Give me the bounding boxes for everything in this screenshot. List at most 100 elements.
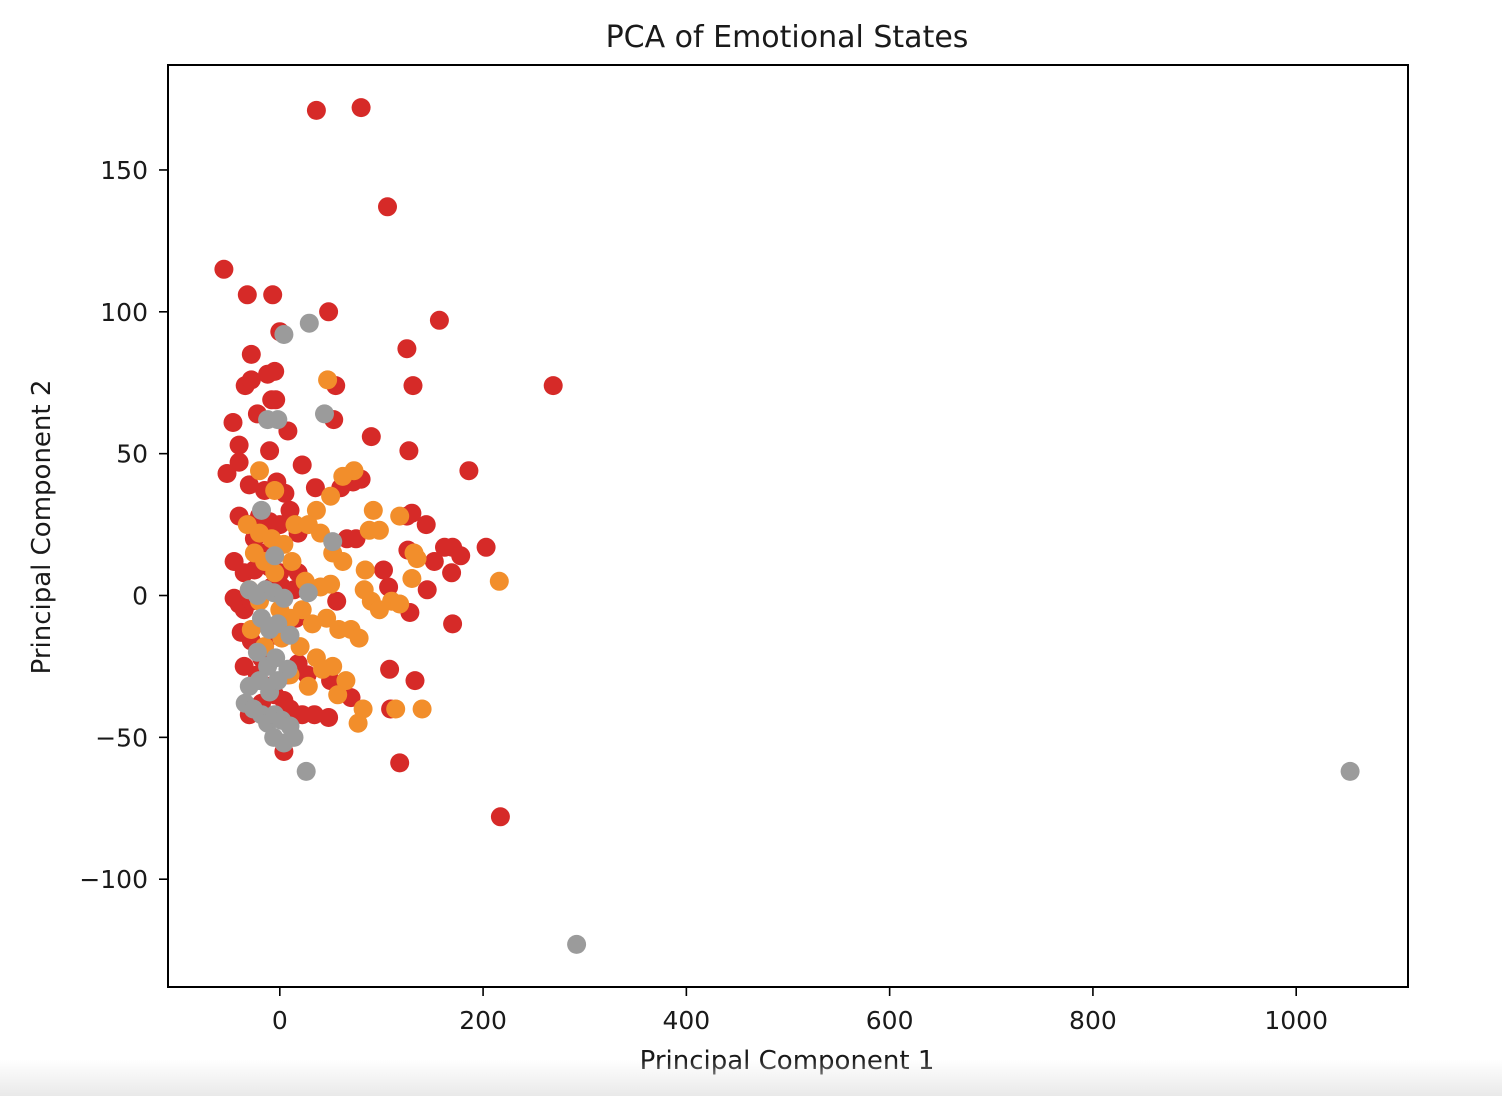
plot-frame [167, 64, 1409, 988]
data-point [390, 594, 410, 614]
data-point [328, 685, 348, 705]
y-tick-label: 50 [116, 440, 148, 469]
data-point [265, 563, 285, 583]
data-point [265, 546, 285, 566]
data-point [380, 659, 400, 679]
data-point [349, 628, 369, 648]
data-point [386, 699, 406, 719]
data-point [296, 761, 316, 781]
data-point [306, 500, 326, 520]
data-point [402, 569, 422, 588]
data-point [302, 614, 322, 634]
data-point [429, 310, 449, 330]
data-point [459, 461, 479, 481]
data-point [327, 591, 347, 611]
data-point [306, 100, 326, 120]
data-point [263, 285, 283, 305]
x-tick-label: 0 [272, 1006, 288, 1035]
data-point [315, 404, 334, 424]
y-tick-label: −100 [79, 865, 148, 894]
data-point [490, 807, 510, 827]
data-point [282, 552, 302, 571]
data-point [265, 361, 285, 381]
data-point [390, 506, 410, 526]
x-axis-ticks: 0 200 400 600 800 1000 [272, 987, 1328, 1035]
y-tick-label: 100 [100, 298, 148, 327]
data-point [369, 520, 389, 540]
x-tick-label: 200 [459, 1006, 507, 1035]
data-point [223, 413, 243, 432]
data-point [333, 552, 353, 571]
data-point [476, 537, 496, 557]
data-point [319, 708, 339, 727]
chart-title: PCA of Emotional States [606, 20, 969, 55]
data-point [237, 285, 257, 305]
data-point [270, 515, 290, 535]
window-bottom-edge [0, 1060, 1502, 1096]
y-tick-label: 150 [100, 156, 148, 185]
y-axis-ticks: −100 −50 0 50 100 150 [79, 156, 168, 894]
data-point [317, 608, 337, 628]
y-tick-label: −50 [95, 723, 148, 752]
data-point [442, 563, 462, 583]
data-point [284, 727, 304, 747]
data-point [305, 478, 325, 498]
data-point [292, 455, 312, 475]
data-point [268, 614, 288, 634]
data-point [268, 410, 288, 430]
data-point [319, 302, 339, 322]
data-point [298, 583, 318, 603]
data-point [405, 671, 425, 691]
data-point [250, 461, 269, 481]
data-point [266, 390, 286, 410]
data-point [304, 705, 324, 725]
data-point [412, 699, 432, 719]
data-point [403, 376, 423, 396]
x-tick-label: 1000 [1264, 1006, 1328, 1035]
data-point [241, 344, 261, 364]
data-point [298, 676, 318, 696]
data-point [247, 642, 267, 662]
data-point [336, 671, 356, 691]
x-tick-label: 600 [866, 1006, 914, 1035]
data-point [374, 560, 393, 580]
data-point [217, 464, 237, 483]
data-point [274, 325, 294, 344]
data-point [241, 370, 261, 390]
data-point [1340, 761, 1360, 781]
data-points [214, 98, 1360, 954]
data-point [229, 452, 249, 472]
data-point [260, 441, 280, 461]
data-point [266, 648, 286, 668]
y-axis-label: Principal Component 2 [27, 380, 57, 675]
data-point [390, 753, 410, 773]
data-point [214, 259, 234, 279]
data-point [397, 339, 417, 359]
data-point [451, 546, 471, 566]
data-point [351, 98, 371, 118]
data-point [543, 376, 563, 396]
data-point [285, 515, 305, 535]
data-point [313, 659, 332, 679]
data-point [379, 577, 399, 597]
data-point [443, 614, 463, 634]
data-point [280, 625, 300, 645]
data-point [239, 475, 259, 495]
data-point [318, 370, 338, 390]
data-point [489, 571, 509, 591]
data-point [363, 500, 383, 520]
data-point [252, 500, 271, 520]
data-point [274, 588, 294, 608]
data-point [265, 481, 285, 500]
data-point [299, 313, 319, 333]
data-point [416, 515, 436, 535]
x-tick-label: 400 [663, 1006, 711, 1035]
data-point [321, 486, 341, 506]
data-point [361, 427, 381, 447]
y-tick-label: 0 [132, 582, 148, 611]
data-point [417, 580, 437, 600]
x-tick-label: 800 [1069, 1006, 1117, 1035]
data-point [399, 441, 419, 461]
data-point [333, 466, 353, 486]
